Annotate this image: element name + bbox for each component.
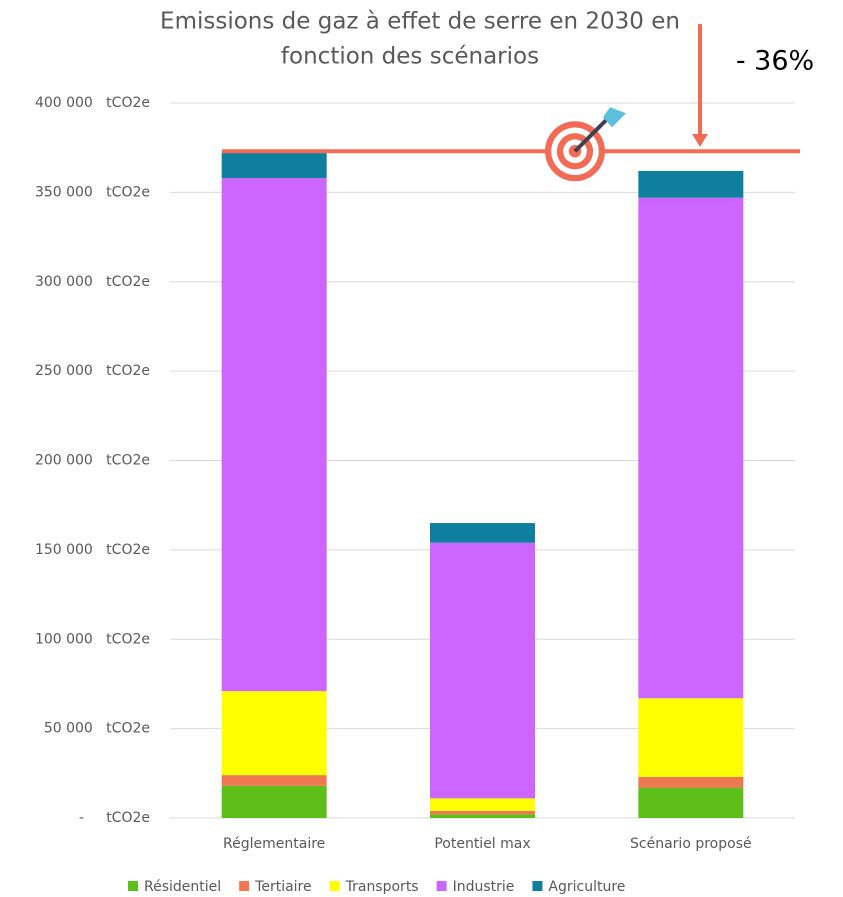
bar-segment [638, 776, 744, 788]
bar-segment [638, 787, 744, 818]
target-line [222, 107, 800, 182]
bar-segment [221, 775, 327, 786]
bar-segment [638, 170, 744, 198]
bar-segment [221, 151, 327, 179]
legend-swatch [239, 881, 250, 891]
bar-segment [430, 814, 535, 818]
y-tick-label: 150 000 tCO2e [35, 542, 150, 558]
x-tick-label: Réglementaire [223, 836, 325, 852]
y-tick-label: 400 000 tCO2e [35, 95, 150, 111]
y-tick-label: 200 000 tCO2e [35, 453, 150, 469]
legend-swatch [329, 881, 340, 891]
y-tick-label: 250 000 tCO2e [35, 363, 150, 379]
legend-label: Résidentiel [144, 879, 221, 895]
y-tick-label: 50 000 tCO2e [44, 721, 150, 737]
bar-segment [430, 798, 535, 811]
annotation: - 36% [736, 46, 814, 77]
legend-swatch [128, 881, 138, 891]
y-tick-label: 300 000 tCO2e [35, 274, 150, 290]
bar-segment [221, 691, 327, 776]
bar-segment [221, 785, 327, 818]
y-tick-label: 100 000 tCO2e [35, 631, 150, 647]
y-tick-label: - tCO2e [79, 810, 150, 826]
bar-segment [430, 810, 535, 815]
bar-segment [638, 698, 744, 777]
legend-label: Transports [345, 879, 419, 895]
y-tick-label: 350 000 tCO2e [35, 184, 150, 200]
dart-feather [603, 107, 626, 128]
chart-title: Emissions de gaz à effet de serre en 203… [160, 9, 680, 35]
chart-title: fonction des scénarios [281, 44, 539, 70]
legend-label: Tertiaire [254, 879, 311, 895]
bar-segment [430, 542, 535, 799]
bar-segment [221, 178, 327, 692]
legend-label: Agriculture [548, 879, 625, 895]
legend-swatch [436, 881, 447, 891]
dart-shaft [573, 118, 608, 153]
legend-swatch [532, 881, 543, 891]
bar-segment [638, 197, 744, 699]
legend-label: Industrie [453, 879, 515, 895]
bar-segment [430, 523, 535, 543]
x-tick-label: Potentiel max [434, 836, 530, 852]
x-tick-label: Scénario proposé [630, 836, 752, 852]
arrow [692, 24, 708, 147]
